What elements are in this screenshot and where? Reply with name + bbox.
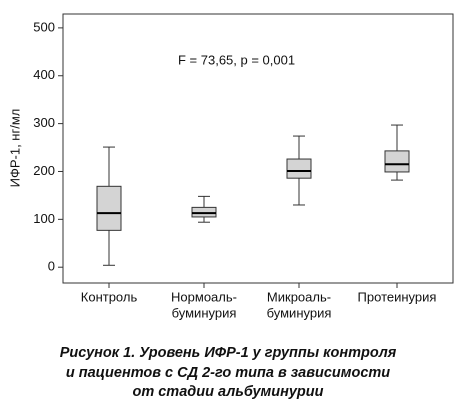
y-tick-label: 400 xyxy=(33,67,55,82)
box xyxy=(96,185,122,231)
x-tick-label: Микроаль- xyxy=(267,289,331,304)
x-tick-label: буминурия xyxy=(172,305,237,320)
x-tick-label: буминурия xyxy=(267,305,332,320)
box xyxy=(286,158,312,179)
caption-line: и пациентов с СД 2-го типа в зависимости xyxy=(66,365,390,381)
y-tick-label: 300 xyxy=(33,115,55,130)
y-tick-label: 500 xyxy=(33,19,55,34)
y-tick-label: 200 xyxy=(33,163,55,178)
x-tick-label: Контроль xyxy=(81,289,138,304)
x-tick-label: Нормоаль- xyxy=(171,289,237,304)
y-tick-label: 100 xyxy=(33,211,55,226)
plot-frame xyxy=(62,13,454,284)
box xyxy=(384,150,410,173)
annotation: F = 73,65, p = 0,001 xyxy=(178,52,295,67)
x-tick-label: Протеинурия xyxy=(358,289,437,304)
caption-line: Рисунок 1. Уровень ИФР-1 у группы контро… xyxy=(60,345,397,361)
caption-line: от стадии альбуминурии xyxy=(132,384,323,400)
y-tick-label: 0 xyxy=(48,259,55,274)
y-axis-label: ИФР-1, нг/мл xyxy=(7,109,22,188)
